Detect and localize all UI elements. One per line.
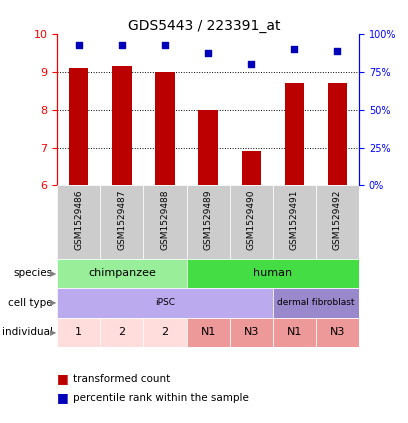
Text: GSM1529489: GSM1529489 [204,189,213,250]
Text: dermal fibroblast: dermal fibroblast [277,298,355,308]
Bar [100,185,143,259]
Bar [143,318,186,347]
Text: species: species [14,269,53,278]
Bar [285,83,304,185]
Bar [57,288,273,318]
Text: human: human [253,269,293,278]
Text: cell type: cell type [9,298,53,308]
Text: GDS5443 / 223391_at: GDS5443 / 223391_at [128,19,280,33]
Bar [273,185,316,259]
Text: N1: N1 [200,327,216,337]
Bar [230,318,273,347]
Text: chimpanzee: chimpanzee [88,269,156,278]
Text: ▶: ▶ [50,298,56,308]
Text: individual: individual [2,327,53,337]
Bar [273,288,359,318]
Text: N3: N3 [244,327,259,337]
Text: GSM1529490: GSM1529490 [247,189,256,250]
Bar [328,83,347,185]
Point [162,42,168,49]
Bar [155,72,175,185]
Point [119,42,125,49]
Point [205,49,211,56]
Bar [112,66,131,185]
Bar [143,185,186,259]
Text: N3: N3 [330,327,345,337]
Bar [57,259,186,288]
Text: GSM1529492: GSM1529492 [333,189,342,250]
Bar [186,185,230,259]
Text: ▶: ▶ [50,269,56,278]
Bar [186,318,230,347]
Point [291,46,297,52]
Text: transformed count: transformed count [73,374,171,384]
Bar [316,318,359,347]
Bar [57,318,100,347]
Point [75,42,82,49]
Text: 1: 1 [75,327,82,337]
Text: iPSC: iPSC [155,298,175,308]
Text: percentile rank within the sample: percentile rank within the sample [73,393,249,403]
Text: ■: ■ [57,391,69,404]
Point [334,47,341,54]
Bar [186,259,359,288]
Bar [273,318,316,347]
Point [248,61,255,68]
Text: 2: 2 [118,327,125,337]
Text: 2: 2 [162,327,169,337]
Text: ▶: ▶ [50,328,56,337]
Text: N1: N1 [287,327,302,337]
Text: ■: ■ [57,372,69,385]
Text: GSM1529488: GSM1529488 [160,189,169,250]
Text: GSM1529487: GSM1529487 [118,189,126,250]
Bar [316,185,359,259]
Text: GSM1529486: GSM1529486 [74,189,83,250]
Bar [100,318,143,347]
Text: GSM1529491: GSM1529491 [290,189,299,250]
Bar [57,185,100,259]
Bar [198,110,218,185]
Bar [242,151,261,185]
Bar [230,185,273,259]
Bar [69,68,89,185]
